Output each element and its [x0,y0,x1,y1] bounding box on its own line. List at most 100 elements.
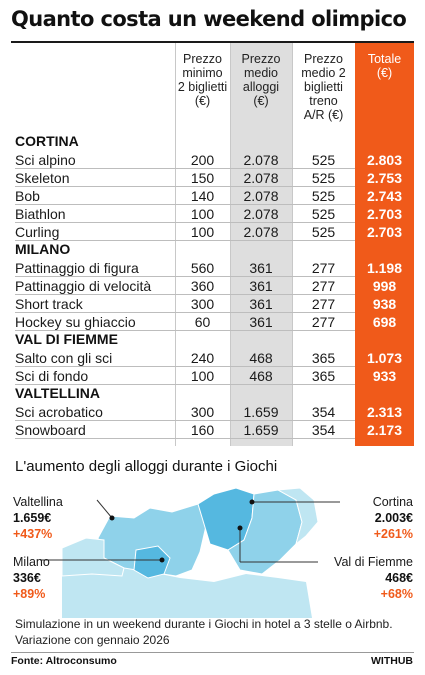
sport-name: Bob [15,188,40,204]
cell-totale: 1.198 [366,260,403,276]
header-line: (€) [253,94,269,108]
map-title: L'aumento degli alloggi durante i Giochi [15,458,278,475]
header-line: Prezzo [183,52,222,66]
table-row: Salto con gli sci 240 468 365 1.073 [15,349,414,367]
cell-totale: 2.743 [366,188,403,204]
cell-biglietti: 100 [190,206,215,222]
city-name: Val di Fiemme [334,555,413,569]
header-line: alloggi [242,80,280,94]
header-line: medio [243,66,279,80]
row-divider [15,294,355,295]
cell-biglietti: 150 [190,170,215,186]
header-line: medio 2 [301,66,346,80]
footnote: Simulazione in un weekend durante i Gioc… [15,617,393,647]
label-valtellina: Valtellina 1.659€ +437% [13,494,63,542]
group-heading: CORTINA [15,133,79,149]
table-row: Sci alpino 200 2.078 525 2.803 [15,151,414,169]
cell-biglietti: 360 [190,278,215,294]
cell-treno: 277 [311,260,336,276]
sport-name: Short track [15,296,83,312]
table-row: Short track 300 361 277 938 [15,295,414,313]
row-divider [15,204,355,205]
valtellina-marker [109,515,115,521]
cell-treno: 277 [311,296,336,312]
header-alloggi: Prezzo medio alloggi (€) [230,52,292,108]
header-biglietti: Prezzo minimo 2 biglietti (€) [175,52,230,108]
cell-totale: 933 [372,368,397,384]
city-name: Cortina [372,495,413,509]
table-row: Curling 100 2.078 525 2.703 [15,223,414,241]
cell-treno: 365 [311,368,336,384]
cell-totale: 938 [372,296,397,312]
cell-treno: 277 [311,314,336,330]
table-row: Sci acrobatico 300 1.659 354 2.313 [15,403,414,421]
header-line: 2 biglietti [177,80,228,94]
title-rule [11,41,414,43]
city-value: 468€ [385,571,413,585]
cell-treno: 354 [311,404,336,420]
cell-totale: 1.073 [366,350,403,366]
city-increase: +437% [13,527,53,541]
cell-biglietti: 160 [190,422,215,438]
cell-treno: 525 [311,152,336,168]
totale-column-background [355,43,414,446]
city-value: 1.659€ [13,511,52,525]
brand-logo: WITHUB [371,655,413,667]
table-row: Bob 140 2.078 525 2.743 [15,187,414,205]
cell-treno: 525 [311,224,336,240]
footer-rule [11,652,414,653]
cell-alloggi: 2.078 [243,224,279,240]
sport-name: Biathlon [15,206,66,222]
header-line: (€) [376,66,393,80]
cell-alloggi: 2.078 [243,170,279,186]
cell-totale: 2.173 [366,422,403,438]
cell-biglietti: 100 [190,368,215,384]
map-region-piemonte [61,537,125,577]
row-divider [15,366,355,367]
map-region-milano-area [133,545,171,579]
sport-name: Hockey su ghiaccio [15,314,136,330]
city-increase: +68% [380,587,413,601]
cell-totale: 2.703 [366,206,403,222]
city-increase: +261% [373,527,413,541]
cell-totale: 2.703 [366,224,403,240]
cell-alloggi: 361 [249,314,273,330]
cell-alloggi: 361 [249,296,273,312]
header-line: (€) [194,94,211,108]
group-heading: MILANO [15,241,71,257]
header-line: treno [309,94,338,108]
cell-biglietti: 300 [190,404,215,420]
page-title: Quanto costa un weekend olimpico [11,7,407,31]
sport-name: Snowboard [15,422,86,438]
city-name: Milano [13,555,50,569]
cell-treno: 354 [311,422,336,438]
cell-alloggi: 1.659 [243,422,279,438]
cell-alloggi: 2.078 [243,152,279,168]
column-divider [230,43,231,446]
cell-totale: 2.753 [366,170,403,186]
cell-alloggi: 468 [249,350,273,366]
northern-italy-map [40,487,340,618]
row-divider [15,420,355,421]
city-name: Valtellina [13,495,63,509]
header-line: minimo [182,66,223,80]
cell-treno: 525 [311,206,336,222]
row-divider [15,168,355,169]
group-heading: VALTELLINA [15,385,101,401]
cell-biglietti: 240 [190,350,215,366]
label-milano: Milano 336€ +89% [13,554,50,602]
row-divider [15,384,355,385]
sport-name: Curling [15,224,60,240]
table-row: Pattinaggio di velocità 360 361 277 998 [15,277,414,295]
header-line: Totale [367,52,402,66]
cell-treno: 277 [311,278,336,294]
header-line: Prezzo [241,52,281,66]
cell-alloggi: 1.659 [243,404,279,420]
header-line: biglietti [304,80,343,94]
table-row: Sci di fondo 100 468 365 933 [15,367,414,385]
label-fiemme: Val di Fiemme 468€ +68% [334,554,413,602]
cell-totale: 998 [372,278,397,294]
header-totale: Totale (€) [355,52,414,80]
cell-biglietti: 100 [190,224,215,240]
table-row: Skeleton 150 2.078 525 2.753 [15,169,414,187]
